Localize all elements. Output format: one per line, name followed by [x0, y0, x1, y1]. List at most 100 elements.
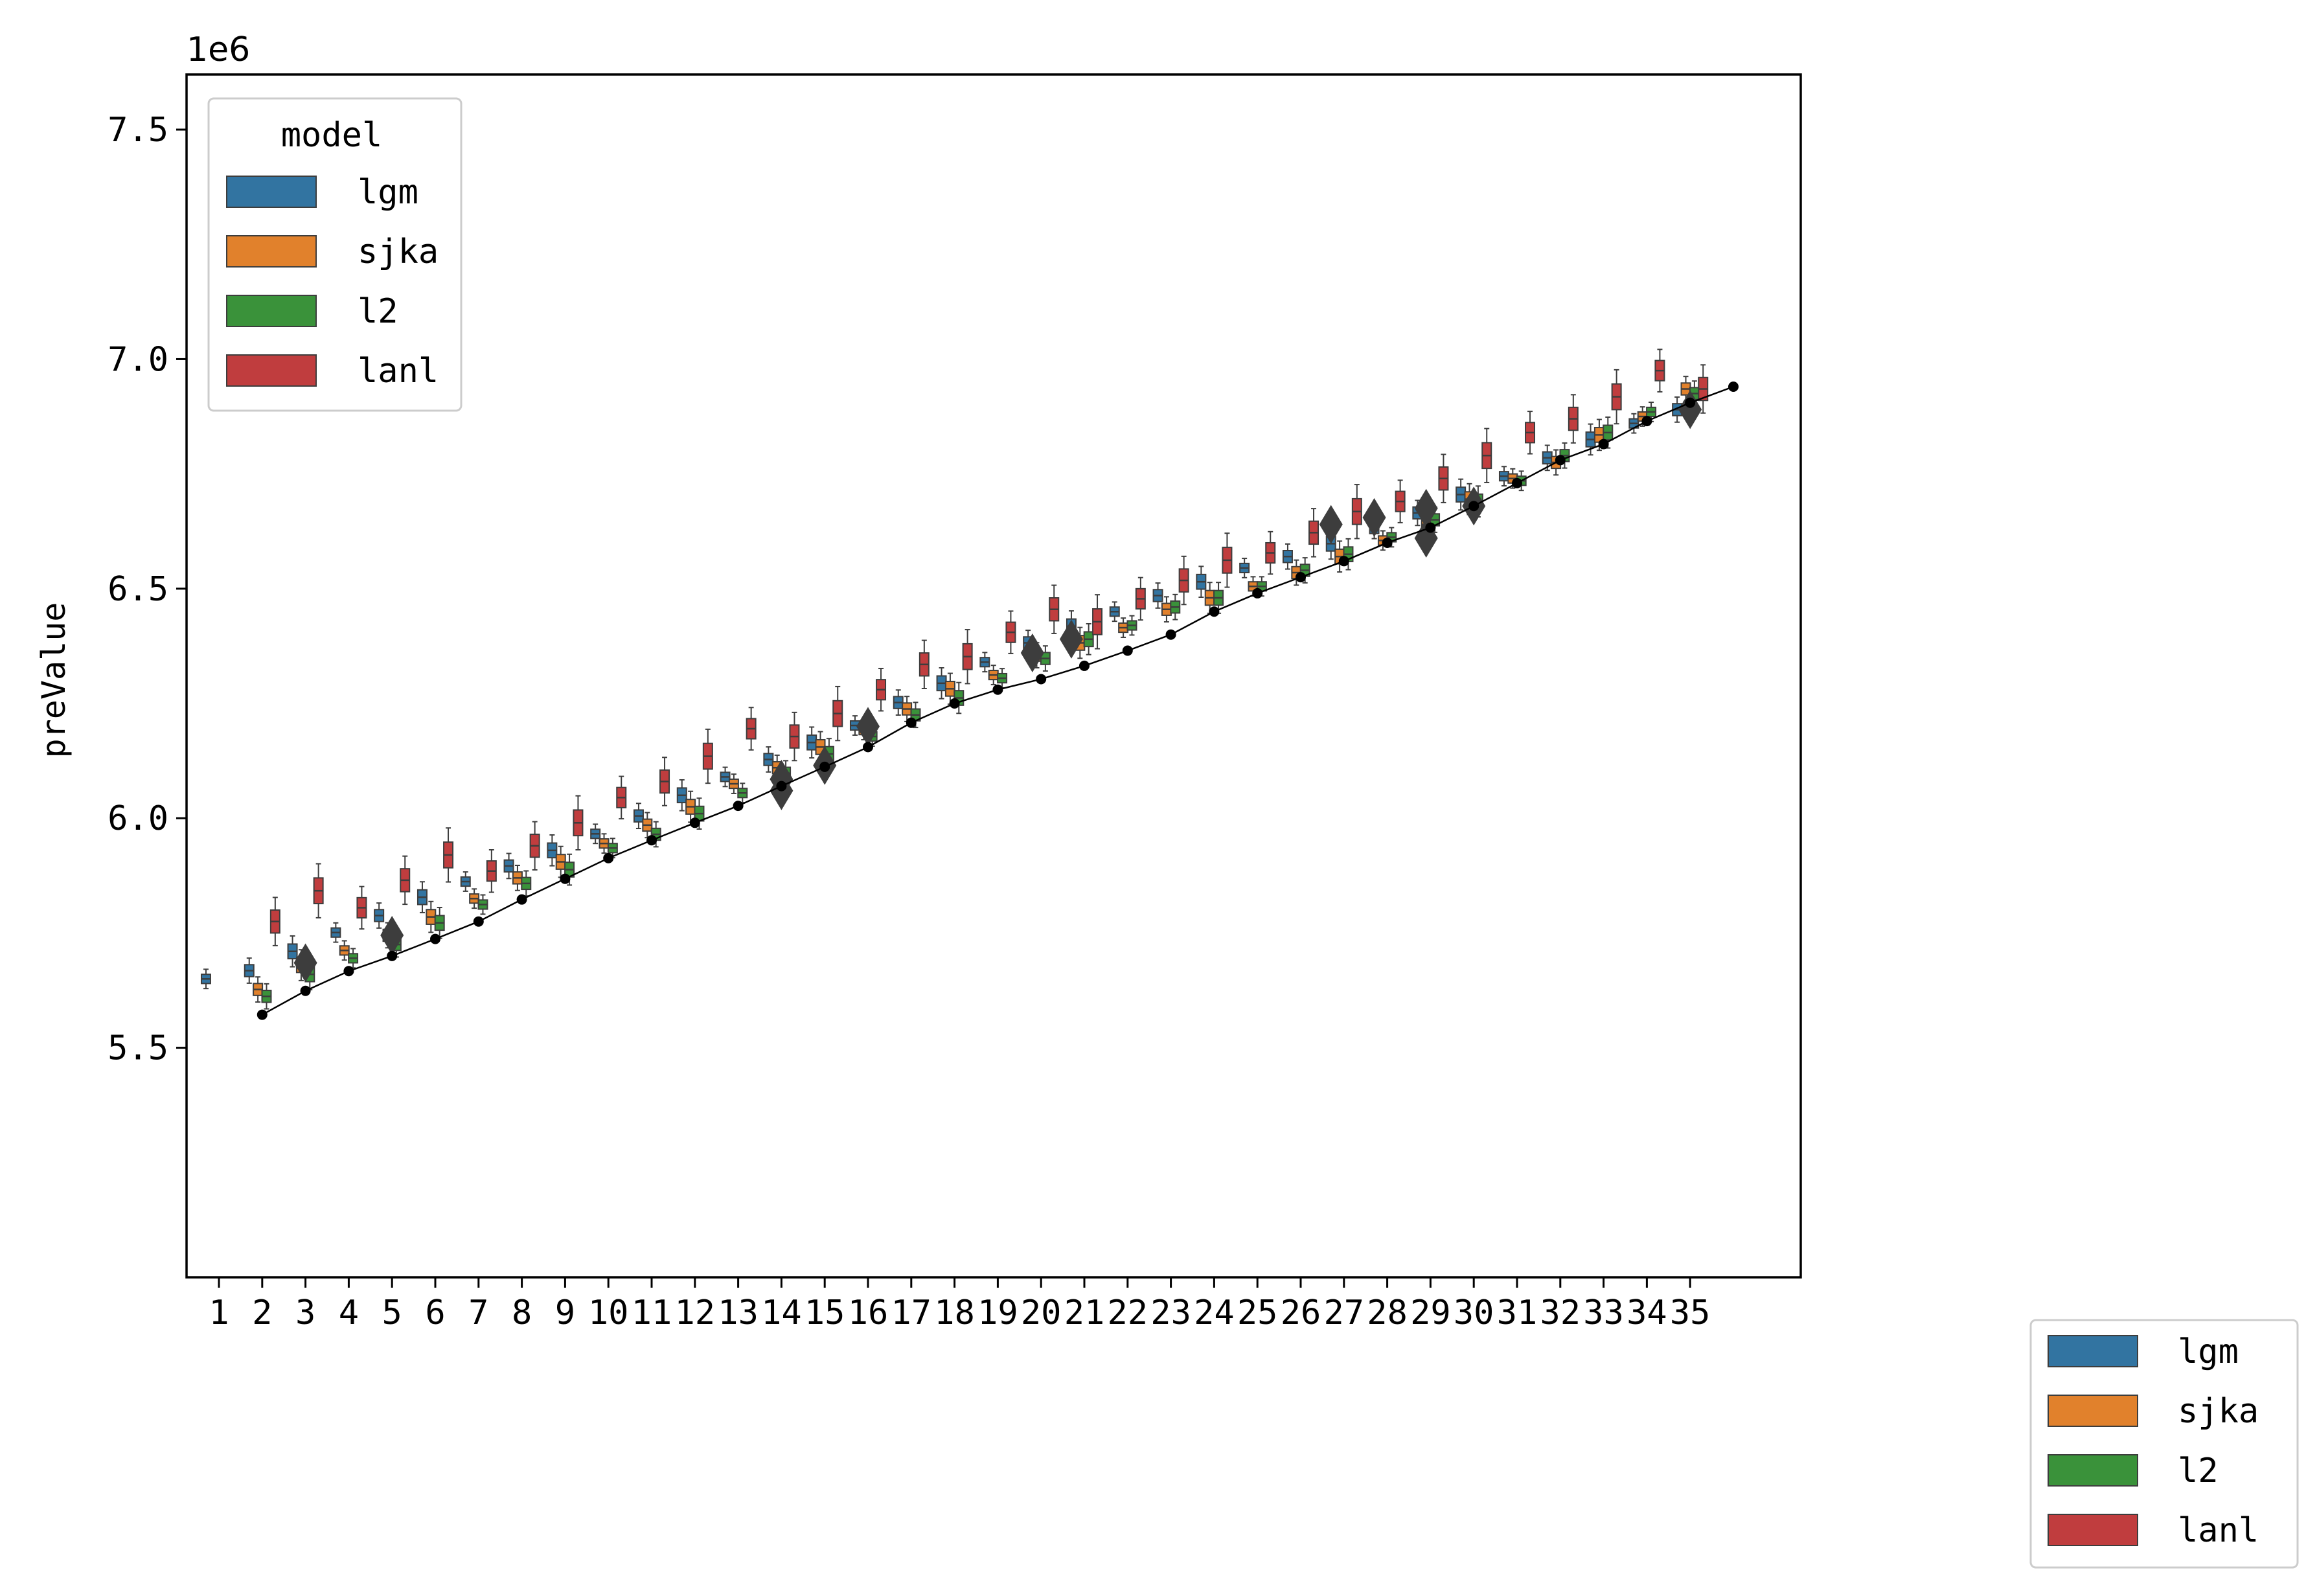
box-l2-6 — [434, 907, 445, 939]
box-l2-23 — [1170, 593, 1181, 621]
box-lanl-14 — [789, 711, 800, 762]
box-lgm-7 — [460, 871, 471, 892]
actual-value-point — [1382, 537, 1393, 548]
box-l2-4 — [348, 948, 359, 969]
actual-value-point — [257, 1009, 268, 1020]
box-lgm-5 — [374, 902, 385, 929]
actual-value-point — [1122, 645, 1133, 656]
box-lanl-34 — [1654, 348, 1665, 393]
actual-value-point — [733, 801, 744, 812]
actual-value-point — [516, 894, 527, 905]
y-tick-label: 6.0 — [108, 799, 168, 838]
box-lanl-27 — [1351, 484, 1362, 540]
x-tick-label: 34 — [1627, 1294, 1667, 1332]
box-lgm-26 — [1282, 543, 1293, 570]
box-l2-17 — [910, 701, 921, 729]
outlier-marker — [293, 943, 317, 983]
x-tick-label: 20 — [1021, 1294, 1062, 1332]
x-tick-label: 35 — [1670, 1294, 1711, 1332]
box-lgm-25 — [1239, 558, 1250, 578]
actual-value-point — [646, 835, 657, 846]
box-lanl-13 — [746, 707, 757, 751]
box-lgm-24 — [1196, 565, 1207, 598]
x-tick-label: 12 — [674, 1294, 715, 1332]
box-l2-7 — [477, 894, 488, 915]
legend-item-lgm: lgm — [226, 173, 418, 212]
box-lanl-21 — [1092, 594, 1103, 650]
x-tick-label: 2 — [252, 1294, 272, 1332]
chart-marks — [200, 348, 1739, 1020]
box-lanl-33 — [1611, 369, 1622, 425]
x-tick-label: 24 — [1194, 1294, 1235, 1332]
x-tick-label: 19 — [977, 1294, 1018, 1332]
actual-value-point — [1685, 397, 1696, 408]
box-sjka-18 — [944, 672, 955, 705]
box-l2-20 — [1040, 645, 1051, 672]
actual-value-point — [819, 761, 830, 772]
outlier-marker — [1362, 497, 1386, 537]
legend-label: lanl — [2178, 1511, 2259, 1550]
box-lgm-6 — [417, 881, 428, 913]
box-l2-21 — [1083, 622, 1094, 656]
box-lanl-29 — [1438, 453, 1449, 503]
outlier-marker — [380, 915, 404, 955]
legend-item-sjka: sjka — [226, 233, 439, 271]
x-tick-label: 11 — [632, 1294, 672, 1332]
legend-item-lanl: lanl — [226, 352, 439, 391]
actual-value-point — [473, 916, 484, 927]
y-axis-label: preValue — [35, 602, 73, 758]
box-l2-22 — [1126, 615, 1137, 636]
box-lgm-11 — [633, 803, 644, 830]
box-sjka-4 — [339, 940, 350, 961]
legend-title: model — [281, 116, 383, 155]
outlier-marker — [1059, 619, 1083, 659]
actual-value-point — [1468, 501, 1479, 512]
box-lgm-4 — [330, 922, 341, 943]
x-tick-label: 13 — [718, 1294, 759, 1332]
legend-item-sjka: sjka — [2048, 1392, 2259, 1431]
x-tick-label: 29 — [1410, 1294, 1451, 1332]
box-lgm-23 — [1152, 582, 1163, 609]
legend-label: lanl — [358, 352, 439, 391]
x-tick-label: 15 — [805, 1294, 845, 1332]
box-lanl-6 — [443, 827, 454, 883]
x-tick-label: 10 — [588, 1294, 629, 1332]
x-tick-label: 8 — [512, 1294, 532, 1332]
actual-value-point — [343, 966, 354, 977]
box-lanl-3 — [313, 863, 324, 918]
box-l2-33 — [1603, 416, 1614, 449]
box-lanl-20 — [1049, 584, 1060, 634]
y-tick-label: 7.0 — [108, 340, 168, 379]
x-tick-label: 21 — [1064, 1294, 1105, 1332]
legend-item-l2: l2 — [226, 292, 398, 331]
x-tick-label: 6 — [425, 1294, 445, 1332]
box-sjka-22 — [1118, 617, 1129, 638]
x-tick-label: 30 — [1454, 1294, 1494, 1332]
box-lgm-10 — [590, 823, 601, 845]
x-tick-label: 27 — [1323, 1294, 1364, 1332]
box-lanl-5 — [400, 855, 411, 906]
x-tick-label: 22 — [1107, 1294, 1148, 1332]
box-lanl-4 — [356, 885, 367, 930]
actual-value-point — [560, 873, 571, 884]
outside-legend-frame — [2029, 1319, 2299, 1569]
x-tick-label: 25 — [1237, 1294, 1278, 1332]
legend-swatch — [2048, 1454, 2138, 1487]
legend-label: lgm — [2178, 1332, 2239, 1371]
actual-value-point — [1641, 416, 1652, 427]
box-lanl-28 — [1395, 479, 1406, 523]
actual-value-point — [1512, 477, 1522, 488]
actual-value-point — [992, 684, 1003, 695]
box-lgm-22 — [1109, 601, 1120, 622]
actual-value-point — [1296, 572, 1306, 583]
y-tick-label: 5.5 — [108, 1029, 168, 1068]
x-tick-label: 23 — [1150, 1294, 1191, 1332]
actual-value-point — [1338, 556, 1349, 567]
actual-value-point — [1555, 455, 1566, 466]
box-lgm-19 — [979, 652, 990, 673]
axes: 5.56.06.57.07.51 2 3 4 5 6 7 8 9 10 11 12 13 14 15 16 17… — [108, 73, 1802, 1332]
box-lanl-26 — [1308, 508, 1319, 558]
legend: model lgm sjka l2 lanl — [207, 97, 462, 412]
y-axis-offset-label: 1e6 — [187, 30, 250, 69]
box-lanl-31 — [1525, 411, 1536, 455]
